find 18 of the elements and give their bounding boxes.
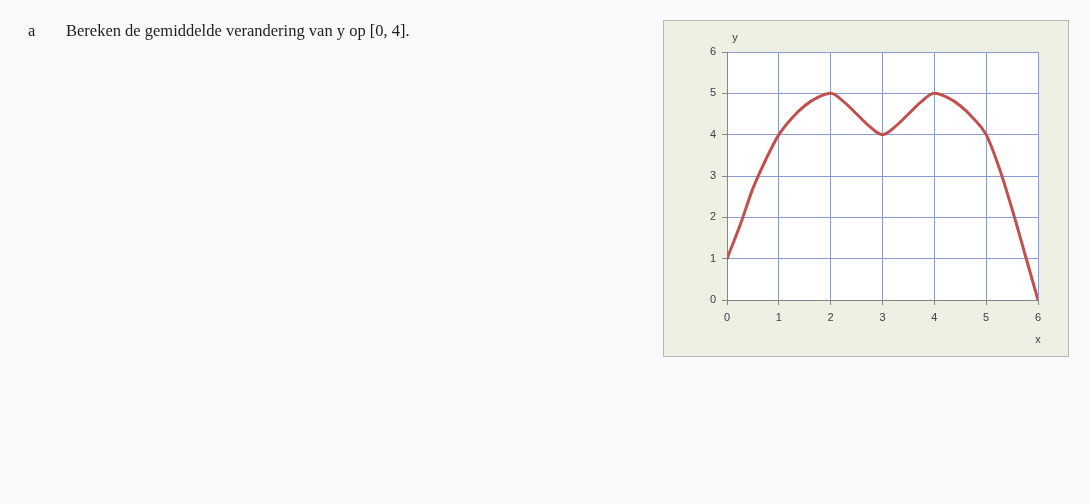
- x-tick-label: 1: [775, 310, 782, 323]
- text: a: [28, 21, 37, 41]
- x-tick-label: 3: [879, 310, 886, 323]
- x-tick-label: 5: [983, 310, 990, 323]
- y-tick-label: 6: [709, 45, 716, 58]
- y-tick-label: 2: [709, 210, 716, 223]
- y-tick-label: 3: [709, 169, 716, 182]
- x-tick-label: 0: [723, 310, 731, 323]
- y-tick-label: 0: [709, 293, 716, 306]
- y-tick-label: 4: [709, 127, 716, 140]
- y-tick-label: 5: [709, 86, 716, 99]
- text: Bereken de gemiddelde verandering van y op [0, 4].: [66, 21, 410, 41]
- y-tick-label: 1: [709, 251, 716, 264]
- x-tick-label: 4: [931, 310, 938, 323]
- x-tick-label: 2: [827, 310, 834, 323]
- x-axis-title: x: [1035, 333, 1042, 346]
- y-axis-title: y: [732, 31, 739, 44]
- x-tick-label: 6: [1034, 310, 1042, 323]
